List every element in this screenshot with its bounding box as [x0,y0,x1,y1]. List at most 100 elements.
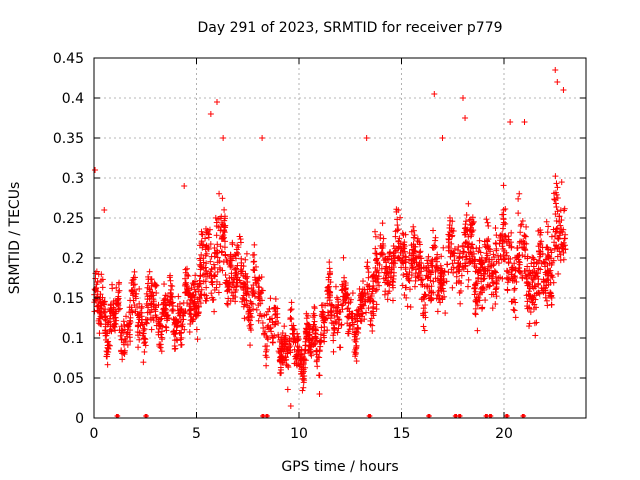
data-point [255,317,262,324]
data-point [210,261,217,268]
data-point [403,294,410,301]
y-tick-label: 0.3 [62,171,84,187]
data-point [260,324,267,331]
data-point [489,279,496,286]
data-point [120,318,127,325]
data-point [380,275,387,282]
data-point [188,284,195,291]
data-point [211,308,218,315]
data-point [363,309,370,316]
data-point [417,248,424,255]
data-point [269,339,276,346]
data-point [544,277,551,284]
y-tick-label: 0.15 [53,291,84,307]
data-point [143,290,150,297]
data-point [123,313,130,320]
data-point [442,310,449,317]
data-point [492,301,499,308]
y-tick-label: 0 [75,411,84,427]
data-point [136,336,143,343]
data-point [394,216,401,223]
data-point [438,253,445,260]
data-point [553,180,560,187]
data-point [512,314,519,321]
data-point [288,306,295,313]
data-point [117,332,124,339]
data-point [334,329,341,336]
data-point [285,364,292,371]
data-point [558,217,565,224]
data-point [135,344,142,351]
data-point [146,268,153,275]
data-point [449,260,456,267]
y-tick-label: 0.35 [53,131,84,147]
data-point [533,260,540,267]
data-point [233,269,240,276]
data-point [556,248,563,255]
data-point [474,302,481,309]
x-axis-title: GPS time / hours [281,459,398,475]
data-point [500,182,507,189]
data-point [365,269,372,276]
y-tick-label: 0.25 [53,211,84,227]
data-point [430,227,437,234]
data-point [463,212,470,219]
x-tick-label: 10 [290,426,308,442]
data-point [185,272,192,279]
data-point [511,260,518,267]
x-tick-label: 0 [90,426,99,442]
data-point [515,195,522,202]
data-point [140,359,147,366]
data-point [340,254,347,261]
data-point [404,303,411,310]
data-point [372,233,379,240]
data-point [224,300,231,307]
data-point [491,254,498,261]
data-point [184,299,191,306]
data-point [288,299,295,306]
data-point [215,289,222,296]
data-point [494,252,501,259]
data-point [290,326,297,333]
data-point [476,237,483,244]
y-tick-label: 0.45 [53,51,84,67]
data-point [300,384,307,391]
data-point [184,265,191,272]
x-tick-label: 15 [393,426,411,442]
points-layer [91,67,569,418]
data-point [168,307,175,314]
data-point [490,251,497,258]
data-point [138,305,145,312]
data-point [203,284,210,291]
data-point [335,296,342,303]
data-point [198,228,205,235]
y-tick-label: 0.4 [62,91,84,107]
data-point [287,307,294,314]
data-point [136,285,143,292]
data-point [434,308,441,315]
data-point [311,318,318,325]
data-point [192,272,199,279]
data-point [529,254,536,261]
x-tick-label: 20 [495,426,513,442]
data-point [420,323,427,330]
data-point [127,297,134,304]
data-point [181,326,188,333]
data-point [369,298,376,305]
data-point [384,296,391,303]
data-point [197,300,204,307]
data-point [524,263,531,270]
data-point [253,306,260,313]
data-point [317,331,324,338]
data-point [258,274,265,281]
data-point [242,256,249,263]
data-point [530,263,537,270]
data-point [557,222,564,229]
y-tick-label: 0.1 [62,331,84,347]
data-point [544,229,551,236]
data-point [465,276,472,283]
y-tick-label: 0.2 [62,251,84,267]
data-point [202,235,209,242]
data-point [364,259,371,266]
